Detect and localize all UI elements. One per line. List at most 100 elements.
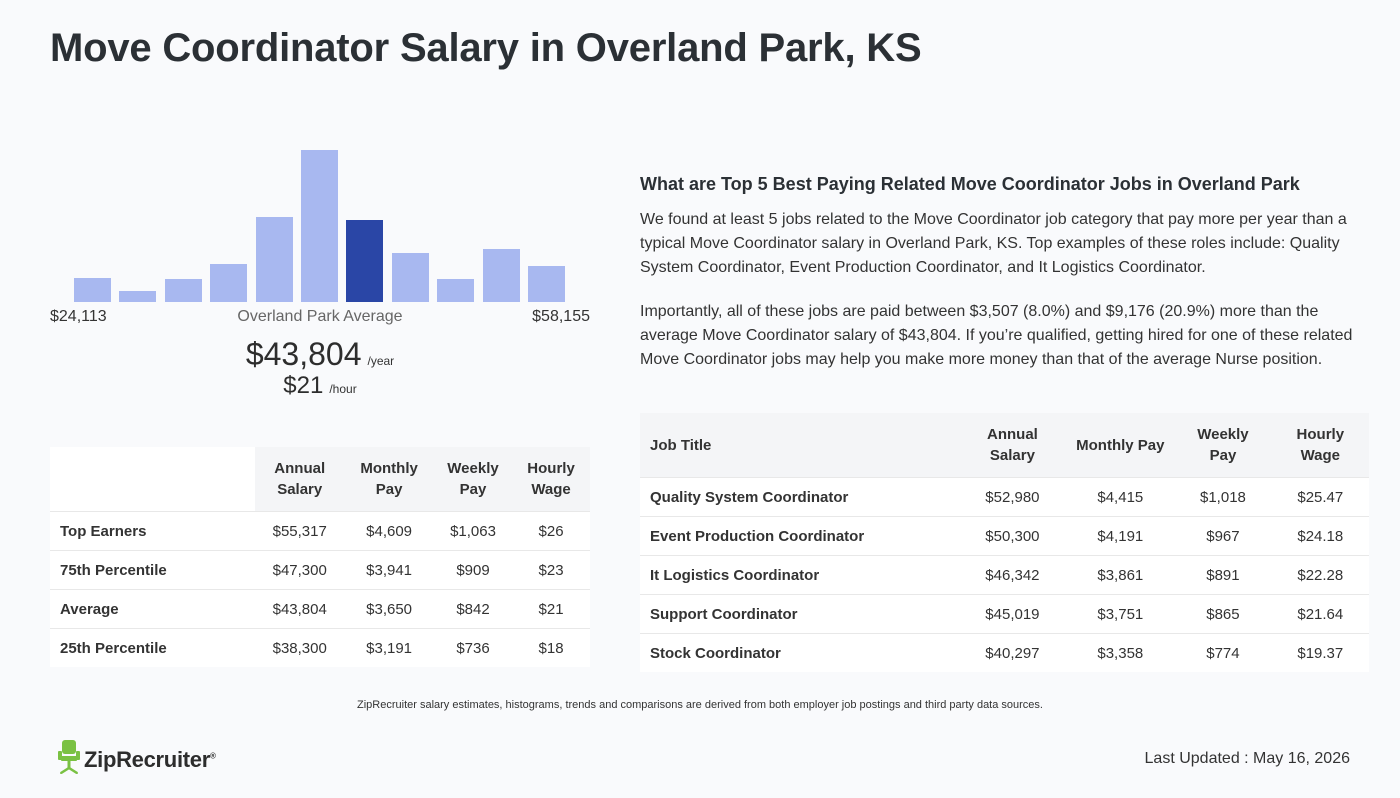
logo-wordmark: ZipRecruiter — [84, 746, 210, 772]
table-row: Average $43,804 $3,650 $842 $21 — [50, 589, 590, 629]
monthly-cell: $3,861 — [1066, 555, 1175, 595]
hourly-unit: /hour — [329, 382, 357, 396]
job-title-cell: It Logistics Coordinator — [640, 555, 959, 595]
histogram-bar — [437, 279, 475, 302]
related-jobs-paragraph-2: Importantly, all of these jobs are paid … — [640, 303, 1353, 368]
page-title: Move Coordinator Salary in Overland Park… — [50, 26, 922, 70]
histogram-bar — [391, 253, 429, 302]
last-updated: Last Updated : May 16, 2026 — [1144, 750, 1350, 767]
header-job-title: Job Title — [640, 413, 959, 478]
hourly-cell: $18 — [512, 628, 590, 667]
table-row: Stock Coordinator $40,297 $3,358 $774 $1… — [640, 633, 1369, 672]
related-jobs-paragraph-1: We found at least 5 jobs related to the … — [640, 211, 1347, 276]
weekly-cell: $1,063 — [433, 511, 513, 551]
weekly-cell: $909 — [433, 550, 513, 590]
monthly-cell: $4,415 — [1066, 477, 1175, 517]
table-row: 75th Percentile $47,300 $3,941 $909 $23 — [50, 550, 590, 590]
hourly-cell: $25.47 — [1271, 477, 1369, 517]
hourly-average: $21/hour — [50, 372, 590, 400]
annual-average: $43,804/year — [50, 336, 590, 373]
hourly-cell: $26 — [512, 511, 590, 551]
hourly-cell: $21 — [512, 589, 590, 629]
annual-cell: $43,804 — [255, 589, 345, 629]
histogram-bar — [528, 266, 565, 302]
table-row: Top Earners $55,317 $4,609 $1,063 $26 — [50, 511, 590, 551]
job-title-cell: Event Production Coordinator — [640, 516, 959, 556]
annual-cell: $47,300 — [255, 550, 345, 590]
job-title-cell: Stock Coordinator — [640, 633, 959, 672]
header-weekly-pay: Weekly Pay — [433, 447, 513, 512]
chair-icon — [58, 740, 80, 779]
salary-histogram — [50, 110, 590, 302]
monthly-cell: $3,650 — [344, 589, 434, 629]
registered-mark: ® — [209, 751, 216, 761]
monthly-cell: $3,191 — [344, 628, 434, 667]
annual-cell: $55,317 — [255, 511, 345, 551]
monthly-cell: $3,751 — [1066, 594, 1175, 634]
header-hourly-wage: Hourly Wage — [1271, 413, 1369, 478]
table-row: It Logistics Coordinator $46,342 $3,861 … — [640, 555, 1369, 595]
weekly-cell: $865 — [1174, 594, 1272, 634]
weekly-cell: $1,018 — [1174, 477, 1272, 517]
row-label: Top Earners — [50, 511, 256, 551]
header-annual-salary: Annual Salary — [255, 447, 345, 512]
row-label: 75th Percentile — [50, 550, 256, 590]
header-monthly-pay: Monthly Pay — [344, 447, 434, 512]
percentile-table: Annual Salary Monthly Pay Weekly Pay Hou… — [50, 447, 590, 667]
hourly-cell: $23 — [512, 550, 590, 590]
histogram-bar — [301, 150, 338, 302]
related-jobs-table: Job Title Annual Salary Monthly Pay Week… — [640, 413, 1369, 672]
annual-cell: $38,300 — [255, 628, 345, 667]
hourly-cell: $24.18 — [1271, 516, 1369, 556]
annual-cell: $40,297 — [958, 633, 1067, 672]
annual-cell: $46,342 — [958, 555, 1067, 595]
table-row: Quality System Coordinator $52,980 $4,41… — [640, 477, 1369, 517]
header-hourly-wage: Hourly Wage — [512, 447, 590, 512]
annual-average-value: $43,804 — [245, 336, 362, 372]
header-corner — [50, 447, 256, 512]
hourly-average-value: $21 — [283, 372, 324, 399]
histogram-bar — [210, 264, 248, 302]
histogram-average-label: Overland Park Average — [237, 308, 403, 325]
header-annual-salary: Annual Salary — [958, 413, 1067, 478]
job-title-cell: Quality System Coordinator — [640, 477, 959, 517]
monthly-cell: $4,191 — [1066, 516, 1175, 556]
hourly-cell: $22.28 — [1271, 555, 1369, 595]
hourly-cell: $21.64 — [1271, 594, 1369, 634]
header-monthly-pay: Monthly Pay — [1066, 413, 1175, 478]
histogram-bar — [482, 249, 520, 302]
weekly-cell: $774 — [1174, 633, 1272, 672]
logo-text: ZipRecruiter® — [84, 747, 216, 773]
histogram-bar — [119, 291, 157, 302]
related-jobs-heading: What are Top 5 Best Paying Related Move … — [640, 174, 1300, 194]
histogram-bar — [346, 220, 384, 302]
histogram-bar — [164, 279, 202, 302]
disclaimer: ZipRecruiter salary estimates, histogram… — [357, 699, 1043, 711]
hourly-cell: $19.37 — [1271, 633, 1369, 672]
row-label: Average — [50, 589, 256, 629]
histogram-min-label: $24,113 — [50, 308, 107, 325]
table-row: 25th Percentile $38,300 $3,191 $736 $18 — [50, 628, 590, 667]
table-row: Event Production Coordinator $50,300 $4,… — [640, 516, 1369, 556]
histogram-bar — [255, 217, 293, 302]
monthly-cell: $3,941 — [344, 550, 434, 590]
weekly-cell: $967 — [1174, 516, 1272, 556]
histogram-max-label: $58,155 — [532, 308, 590, 325]
job-title-cell: Support Coordinator — [640, 594, 959, 634]
row-label: 25th Percentile — [50, 628, 256, 667]
annual-unit: /year — [367, 354, 395, 368]
annual-cell: $45,019 — [958, 594, 1067, 634]
ziprecruiter-logo[interactable]: ZipRecruiter® — [58, 740, 216, 779]
weekly-cell: $891 — [1174, 555, 1272, 595]
monthly-cell: $3,358 — [1066, 633, 1175, 672]
annual-cell: $50,300 — [958, 516, 1067, 556]
table-header-row: Annual Salary Monthly Pay Weekly Pay Hou… — [50, 447, 590, 512]
weekly-cell: $736 — [433, 628, 513, 667]
annual-cell: $52,980 — [958, 477, 1067, 517]
header-weekly-pay: Weekly Pay — [1174, 413, 1272, 478]
table-header-row: Job Title Annual Salary Monthly Pay Week… — [640, 413, 1369, 478]
table-row: Support Coordinator $45,019 $3,751 $865 … — [640, 594, 1369, 634]
weekly-cell: $842 — [433, 589, 513, 629]
monthly-cell: $4,609 — [344, 511, 434, 551]
histogram-bar — [74, 278, 111, 302]
